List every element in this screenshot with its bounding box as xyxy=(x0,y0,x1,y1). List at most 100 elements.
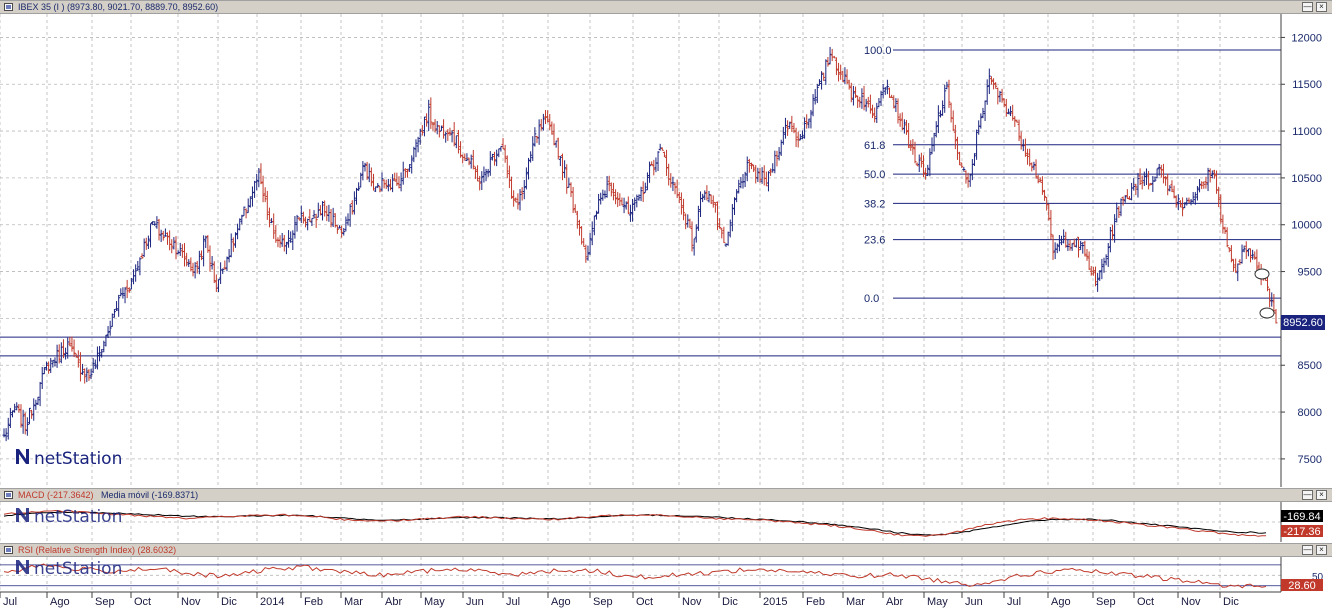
minimize-button[interactable]: — xyxy=(1302,2,1313,12)
ohlc-bar xyxy=(195,260,199,274)
minimize-button[interactable]: — xyxy=(1302,490,1313,500)
ohlc-bar xyxy=(473,166,477,179)
netstation-watermark: netStation xyxy=(34,449,122,469)
ohlc-bar xyxy=(499,145,503,152)
ohlc-bar xyxy=(1166,173,1170,196)
ohlc-bar xyxy=(529,151,533,163)
ohlc-bar xyxy=(369,167,373,187)
ohlc-bar xyxy=(208,245,212,272)
ohlc-bar xyxy=(605,176,609,198)
ohlc-bar xyxy=(408,164,412,172)
ohlc-bar xyxy=(1164,176,1168,186)
marker-circle xyxy=(1259,307,1275,319)
ohlc-bar xyxy=(257,167,261,188)
ohlc-bar xyxy=(197,250,201,275)
ohlc-bar xyxy=(994,82,998,89)
ohlc-bar xyxy=(881,84,885,99)
ohlc-bar xyxy=(794,127,798,148)
ohlc-bar xyxy=(1270,292,1274,307)
ohlc-bar xyxy=(722,226,726,244)
ohlc-bar xyxy=(1051,234,1055,260)
ohlc-bar xyxy=(1225,227,1229,248)
ohlc-bar xyxy=(1217,186,1221,208)
ohlc-bar xyxy=(656,151,660,172)
ohlc-bar xyxy=(136,260,140,271)
ohlc-bar xyxy=(981,107,985,119)
ohlc-bar xyxy=(17,404,21,413)
ohlc-bar xyxy=(775,150,779,167)
ohlc-bar xyxy=(1170,180,1174,193)
ohlc-bar xyxy=(637,194,641,201)
price-chart[interactable]: 100.061.850.038.223.60.0 750080008500900… xyxy=(0,14,1332,487)
y-tick-label: 10500 xyxy=(1291,173,1322,185)
ohlc-bar xyxy=(469,154,473,169)
ohlc-bar xyxy=(514,197,518,203)
ohlc-bar xyxy=(244,208,248,219)
ohlc-bar xyxy=(304,216,308,228)
ohlc-bar xyxy=(6,417,10,440)
ohlc-bar xyxy=(643,182,647,194)
ohlc-bar xyxy=(478,175,482,191)
ohlc-bar xyxy=(399,172,403,192)
ohlc-bar xyxy=(83,368,87,384)
ohlc-bar xyxy=(471,149,475,170)
main-panel-title: IBEX 35 (I ) (8973.80, 9021.70, 8889.70,… xyxy=(18,2,219,12)
ohlc-bar xyxy=(57,344,61,364)
ohlc-bar xyxy=(788,121,792,129)
ohlc-bar xyxy=(786,120,790,136)
ohlc-bar xyxy=(1034,159,1038,179)
ohlc-bar xyxy=(348,203,352,227)
ohlc-bar xyxy=(439,125,443,132)
ohlc-bar xyxy=(705,185,709,201)
ohlc-bar xyxy=(1223,226,1227,235)
ohlc-bar xyxy=(569,182,573,198)
rsi-chart[interactable]: 50 28.60 netStation Jul Ago Sep Oct Nov Dic 20… xyxy=(0,557,1332,610)
ohlc-bar xyxy=(284,241,288,255)
ohlc-bar xyxy=(371,173,375,191)
x-tick-label: Nov xyxy=(682,596,702,608)
ohlc-bar xyxy=(44,361,48,371)
ohlc-bar xyxy=(85,367,89,383)
ohlc-bar xyxy=(1242,245,1246,253)
ohlc-bar xyxy=(30,409,34,419)
ohlc-bar xyxy=(1232,258,1236,272)
ohlc-bar xyxy=(151,221,155,226)
ohlc-bar xyxy=(416,136,420,153)
ohlc-bar xyxy=(202,235,206,267)
ohlc-bar xyxy=(796,131,800,148)
ohlc-bar xyxy=(448,127,452,136)
ohlc-bar xyxy=(535,135,539,144)
x-tick-label: Dic xyxy=(1223,596,1239,608)
ohlc-bar xyxy=(467,157,471,166)
time-x-axis: Jul Ago Sep Oct Nov Dic 2014 Feb Mar Abr May Jun Jul… xyxy=(0,592,1239,608)
ohlc-bar xyxy=(1136,172,1140,198)
close-icon[interactable]: × xyxy=(1316,545,1327,555)
x-tick-label: Nov xyxy=(181,596,201,608)
ohlc-bar xyxy=(707,190,711,203)
ohlc-bar xyxy=(648,161,652,183)
ohlc-bar xyxy=(783,117,787,139)
macd-plot-area xyxy=(0,502,1281,542)
ohlc-bar xyxy=(361,161,365,181)
last-price-badge: 8952.60 xyxy=(1281,315,1325,330)
minimize-button[interactable]: — xyxy=(1302,545,1313,555)
ohlc-bar xyxy=(278,235,282,248)
ohlc-bar xyxy=(720,227,724,239)
ohlc-bar xyxy=(953,124,957,150)
price-y-axis: 7500800085009000950010000105001100011500… xyxy=(1281,32,1322,466)
ohlc-bar xyxy=(913,141,917,164)
ohlc-bar xyxy=(752,164,756,173)
close-icon[interactable]: × xyxy=(1316,2,1327,12)
close-icon[interactable]: × xyxy=(1316,490,1327,500)
ohlc-bar xyxy=(832,55,836,59)
ohlc-bar xyxy=(66,337,70,359)
ohlc-bar xyxy=(263,187,267,203)
macd-chart[interactable]: -169.84 -217.36 netStation xyxy=(0,502,1332,542)
ohlc-bar xyxy=(652,159,656,176)
ohlc-bar xyxy=(23,412,27,435)
ohlc-bar xyxy=(174,236,178,260)
ohlc-bar xyxy=(527,157,531,180)
ohlc-bar xyxy=(533,127,537,147)
ohlc-bar xyxy=(1085,249,1089,261)
ohlc-bar xyxy=(917,154,921,173)
